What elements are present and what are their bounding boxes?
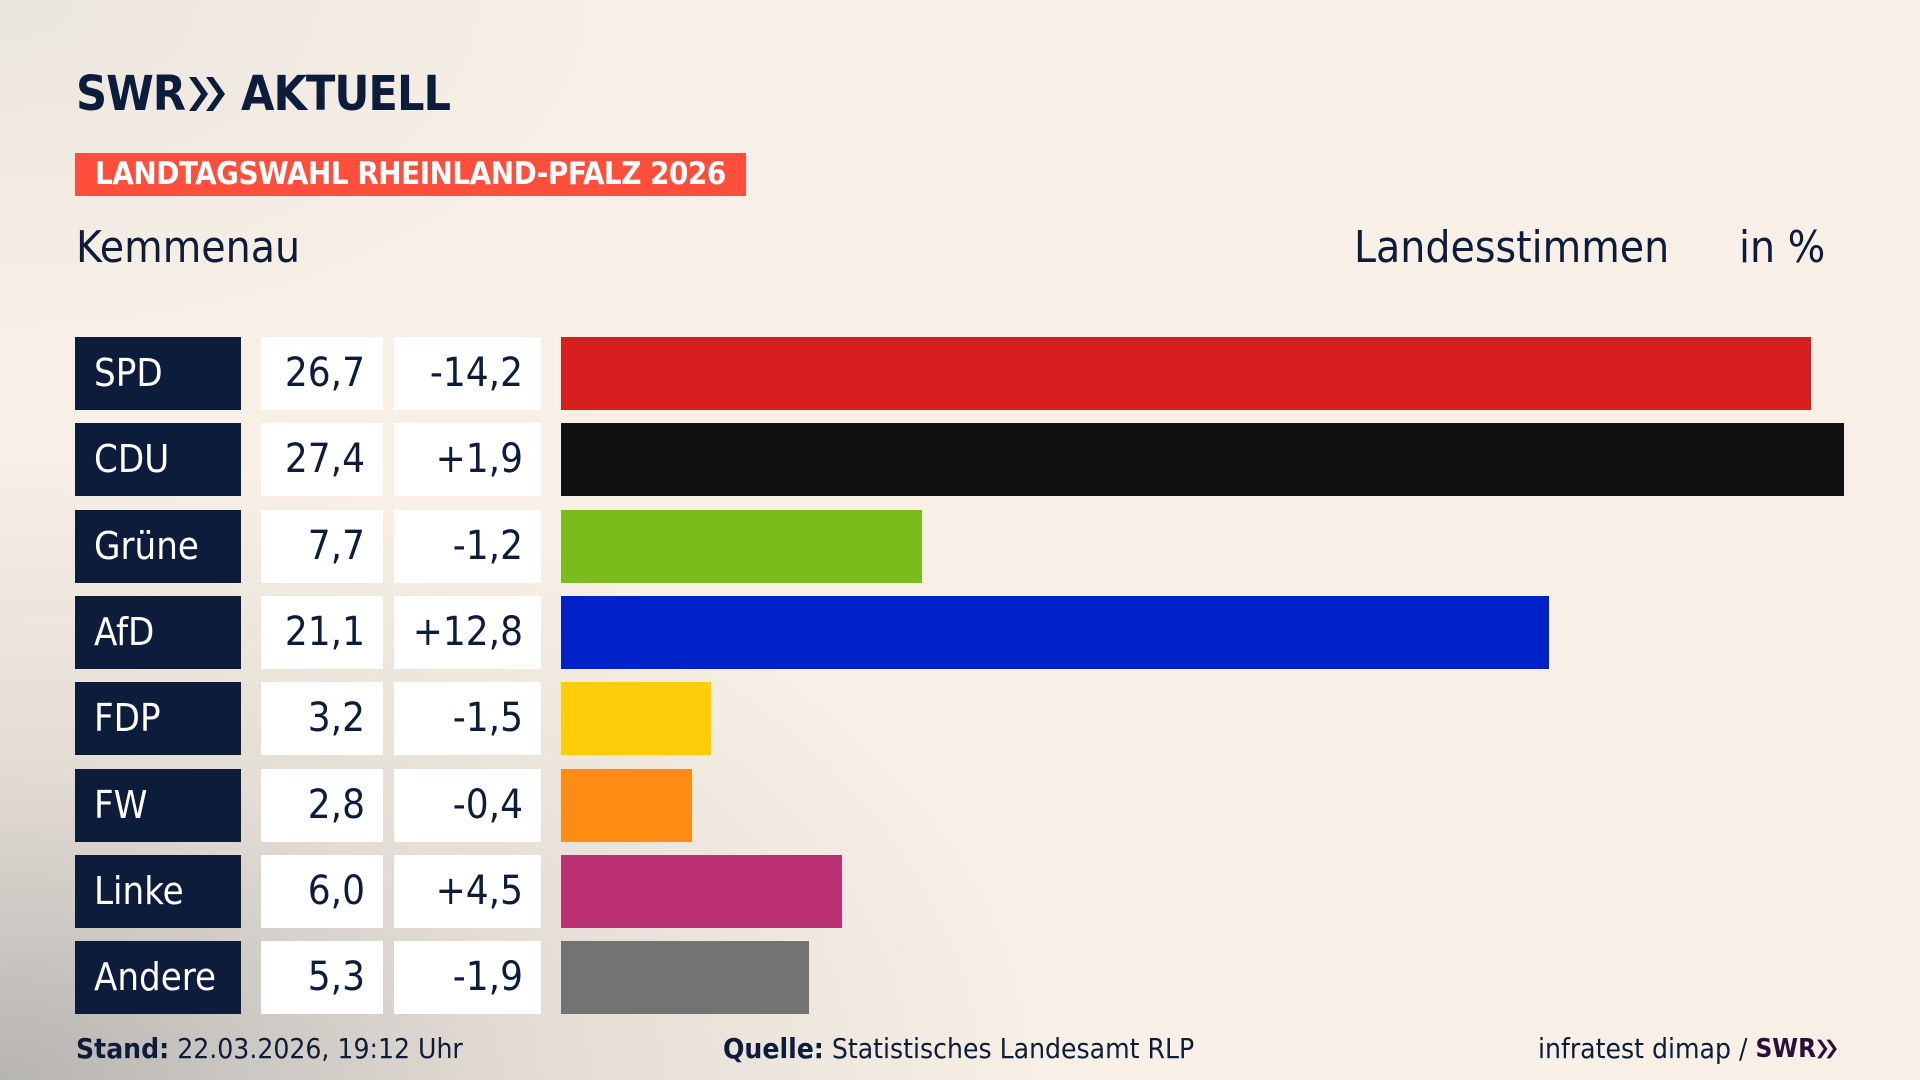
party-bar	[561, 854, 842, 928]
swr-aktuell-logo: SWR AKTUELL	[76, 66, 451, 122]
logo-aktuell: AKTUELL	[241, 66, 451, 122]
party-change: -14,2	[394, 337, 541, 410]
party-change: -1,2	[394, 509, 541, 583]
party-bar	[561, 423, 1845, 497]
party-bar	[561, 337, 1812, 410]
party-bar	[561, 595, 1550, 669]
timestamp: Stand: 22.03.2026, 19:12 Uhr	[76, 1032, 463, 1065]
party-bar	[561, 682, 711, 756]
party-label: CDU	[75, 423, 241, 497]
party-change: -0,4	[394, 768, 541, 842]
party-label: AfD	[75, 595, 241, 669]
stand-label: Stand:	[76, 1032, 170, 1065]
chevrons-icon	[189, 77, 226, 111]
logo-swr: SWR	[76, 66, 186, 122]
party-label: FDP	[75, 682, 241, 756]
chevrons-icon	[1817, 1039, 1838, 1058]
party-value: 26,7	[261, 337, 383, 410]
credit-text: infratest dimap /	[1538, 1032, 1748, 1065]
region-title: Kemmenau	[76, 222, 301, 273]
party-change: -1,9	[394, 941, 541, 1015]
party-change: -1,5	[394, 682, 541, 756]
party-value: 5,3	[261, 941, 383, 1015]
party-change: +12,8	[394, 595, 541, 669]
party-label: Andere	[75, 941, 241, 1015]
party-label: Grüne	[75, 509, 241, 583]
stand-value: 22.03.2026, 19:12 Uhr	[177, 1032, 463, 1065]
party-value: 21,1	[261, 595, 383, 669]
credit-swr-logo: SWR	[1755, 1033, 1817, 1064]
election-banner: LANDTAGSWAHL RHEINLAND-PFALZ 2026	[75, 153, 746, 196]
source-label: Quelle:	[723, 1032, 824, 1065]
party-value: 2,8	[261, 768, 383, 842]
party-value: 27,4	[261, 423, 383, 497]
party-label: Linke	[75, 854, 241, 928]
party-label: FW	[75, 768, 241, 842]
party-bar	[561, 509, 922, 583]
party-bar	[561, 768, 693, 842]
unit-label: in %	[1739, 222, 1826, 273]
party-change: +1,9	[394, 423, 541, 497]
credit: infratest dimap / SWR	[1538, 1032, 1838, 1065]
party-label: SPD	[75, 337, 241, 410]
party-bar	[561, 941, 810, 1015]
party-value: 7,7	[261, 509, 383, 583]
source: Quelle: Statistisches Landesamt RLP	[723, 1032, 1194, 1065]
party-change: +4,5	[394, 854, 541, 928]
source-value: Statistisches Landesamt RLP	[831, 1032, 1195, 1065]
measure-label: Landesstimmen	[1354, 222, 1670, 273]
party-value: 3,2	[261, 682, 383, 756]
party-value: 6,0	[261, 854, 383, 928]
